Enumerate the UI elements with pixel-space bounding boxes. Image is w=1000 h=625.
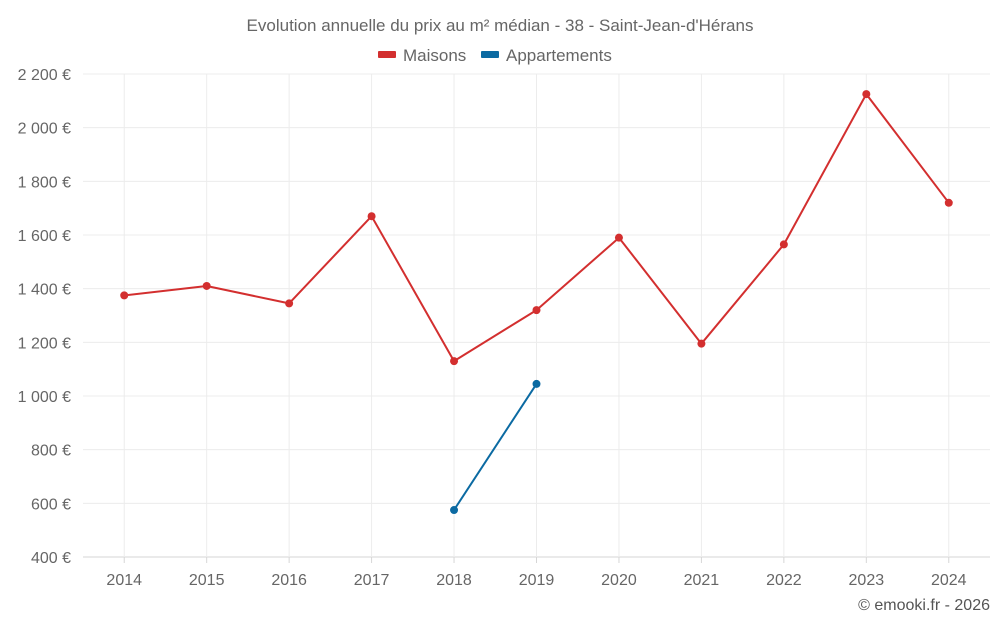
y-tick-label: 1 200 €: [18, 335, 71, 352]
y-tick-label: 2 000 €: [18, 121, 71, 138]
series-appartements: [450, 379, 541, 515]
chart-title: Evolution annuelle du prix au m² médian …: [247, 16, 754, 35]
grid: [83, 73, 990, 558]
x-tick-label: 2020: [601, 572, 637, 589]
legend-item-appartements[interactable]: Appartements: [481, 46, 612, 65]
y-tick-label: 1 400 €: [18, 282, 71, 299]
y-tick-label: 600 €: [31, 496, 71, 513]
data-point-maisons[interactable]: [697, 339, 706, 348]
y-axis: 400 € 600 € 800 € 1 000 € 1 200 € 1 400 € 1 60…: [18, 67, 71, 567]
data-point-maisons[interactable]: [944, 198, 953, 207]
legend-item-maisons[interactable]: Maisons: [378, 46, 466, 65]
credit-text: © emooki.fr - 2026: [858, 597, 990, 614]
x-tick-label: 2017: [354, 572, 390, 589]
legend-label-maisons: Maisons: [403, 46, 466, 65]
data-point-maisons[interactable]: [202, 281, 211, 290]
x-tick-label: 2019: [519, 572, 555, 589]
y-tick-label: 1 600 €: [18, 228, 71, 245]
x-tick-label: 2021: [684, 572, 720, 589]
series-line-appartements: [453, 382, 538, 511]
data-point-maisons[interactable]: [532, 306, 541, 315]
y-tick-label: 2 200 €: [18, 67, 71, 84]
y-tick-label: 400 €: [31, 550, 71, 567]
x-tick-label: 2015: [189, 572, 225, 589]
legend-swatch-maisons: [378, 51, 396, 58]
data-point-maisons[interactable]: [450, 357, 459, 366]
y-tick-label: 1 000 €: [18, 389, 71, 406]
data-point-maisons[interactable]: [614, 233, 623, 242]
data-point-maisons[interactable]: [862, 90, 871, 99]
data-point-maisons[interactable]: [367, 212, 376, 221]
series: [120, 90, 953, 515]
x-tick-label: 2014: [106, 572, 142, 589]
x-tick-label: 2016: [271, 572, 307, 589]
x-tick-label: 2018: [436, 572, 472, 589]
legend-label-appartements: Appartements: [506, 46, 612, 65]
x-tick-label: 2024: [931, 572, 967, 589]
data-point-appartements[interactable]: [450, 506, 459, 515]
x-tick-label: 2023: [849, 572, 885, 589]
y-tick-label: 800 €: [31, 443, 71, 460]
legend: Maisons Appartements: [378, 46, 612, 65]
data-point-maisons[interactable]: [120, 291, 129, 300]
legend-swatch-appartements: [481, 51, 499, 58]
x-axis: 2014 2015 2016 2017 2018 2019 2020 2021 2022 2023…: [106, 557, 967, 589]
series-maisons: [120, 90, 953, 366]
data-point-maisons[interactable]: [779, 240, 788, 249]
y-tick-label: 1 800 €: [18, 174, 71, 191]
data-point-maisons[interactable]: [285, 299, 294, 308]
x-tick-label: 2022: [766, 572, 802, 589]
data-point-appartements[interactable]: [532, 379, 541, 388]
